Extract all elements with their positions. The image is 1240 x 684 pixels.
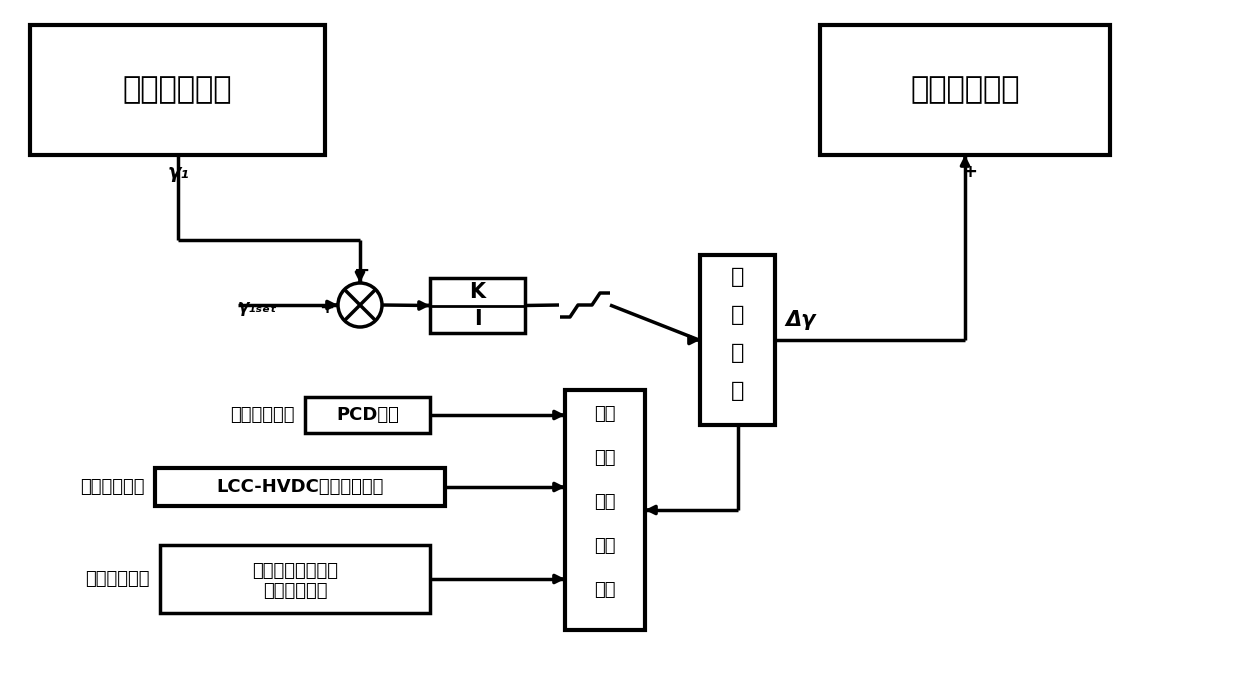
Text: 能: 能 (730, 305, 744, 325)
Text: 协调: 协调 (594, 405, 616, 423)
Text: 高低端逆变器同时: 高低端逆变器同时 (252, 562, 339, 580)
Bar (155, 468, 445, 506)
Text: I: I (474, 309, 481, 329)
Bar (430, 278, 525, 333)
Text: 控制: 控制 (594, 449, 616, 467)
Text: 控: 控 (730, 343, 744, 363)
Circle shape (339, 283, 382, 327)
Text: 换相失败闭锁: 换相失败闭锁 (263, 582, 327, 600)
Text: +: + (962, 163, 977, 181)
Bar (701, 255, 775, 425)
Bar (305, 397, 430, 433)
Text: 第一层逆变器: 第一层逆变器 (123, 75, 232, 105)
Text: 第二检测器：: 第二检测器： (81, 478, 145, 496)
Text: −: − (353, 261, 371, 280)
Text: γ₁: γ₁ (167, 163, 190, 182)
Text: PCD检测: PCD检测 (336, 406, 399, 424)
Text: 第三检测器：: 第三检测器： (86, 570, 150, 588)
Text: 第二层逆变器: 第二层逆变器 (910, 75, 1019, 105)
Bar (160, 545, 430, 613)
Bar (565, 390, 645, 630)
Text: 闭锁: 闭锁 (594, 537, 616, 555)
Bar (820, 25, 1110, 155)
Text: γ₁ₛₑₜ: γ₁ₛₑₜ (238, 298, 278, 316)
Text: K: K (470, 282, 486, 302)
Text: 控制: 控制 (594, 581, 616, 599)
Text: Δγ: Δγ (785, 310, 816, 330)
Text: 第一检测器：: 第一检测器： (231, 406, 295, 424)
Text: 制: 制 (730, 381, 744, 401)
Text: LCC-HVDC启动过程闭锁: LCC-HVDC启动过程闭锁 (216, 478, 383, 496)
Bar (30, 25, 325, 155)
Text: +: + (319, 299, 334, 317)
Text: 使: 使 (730, 267, 744, 287)
Text: 策略: 策略 (594, 493, 616, 511)
